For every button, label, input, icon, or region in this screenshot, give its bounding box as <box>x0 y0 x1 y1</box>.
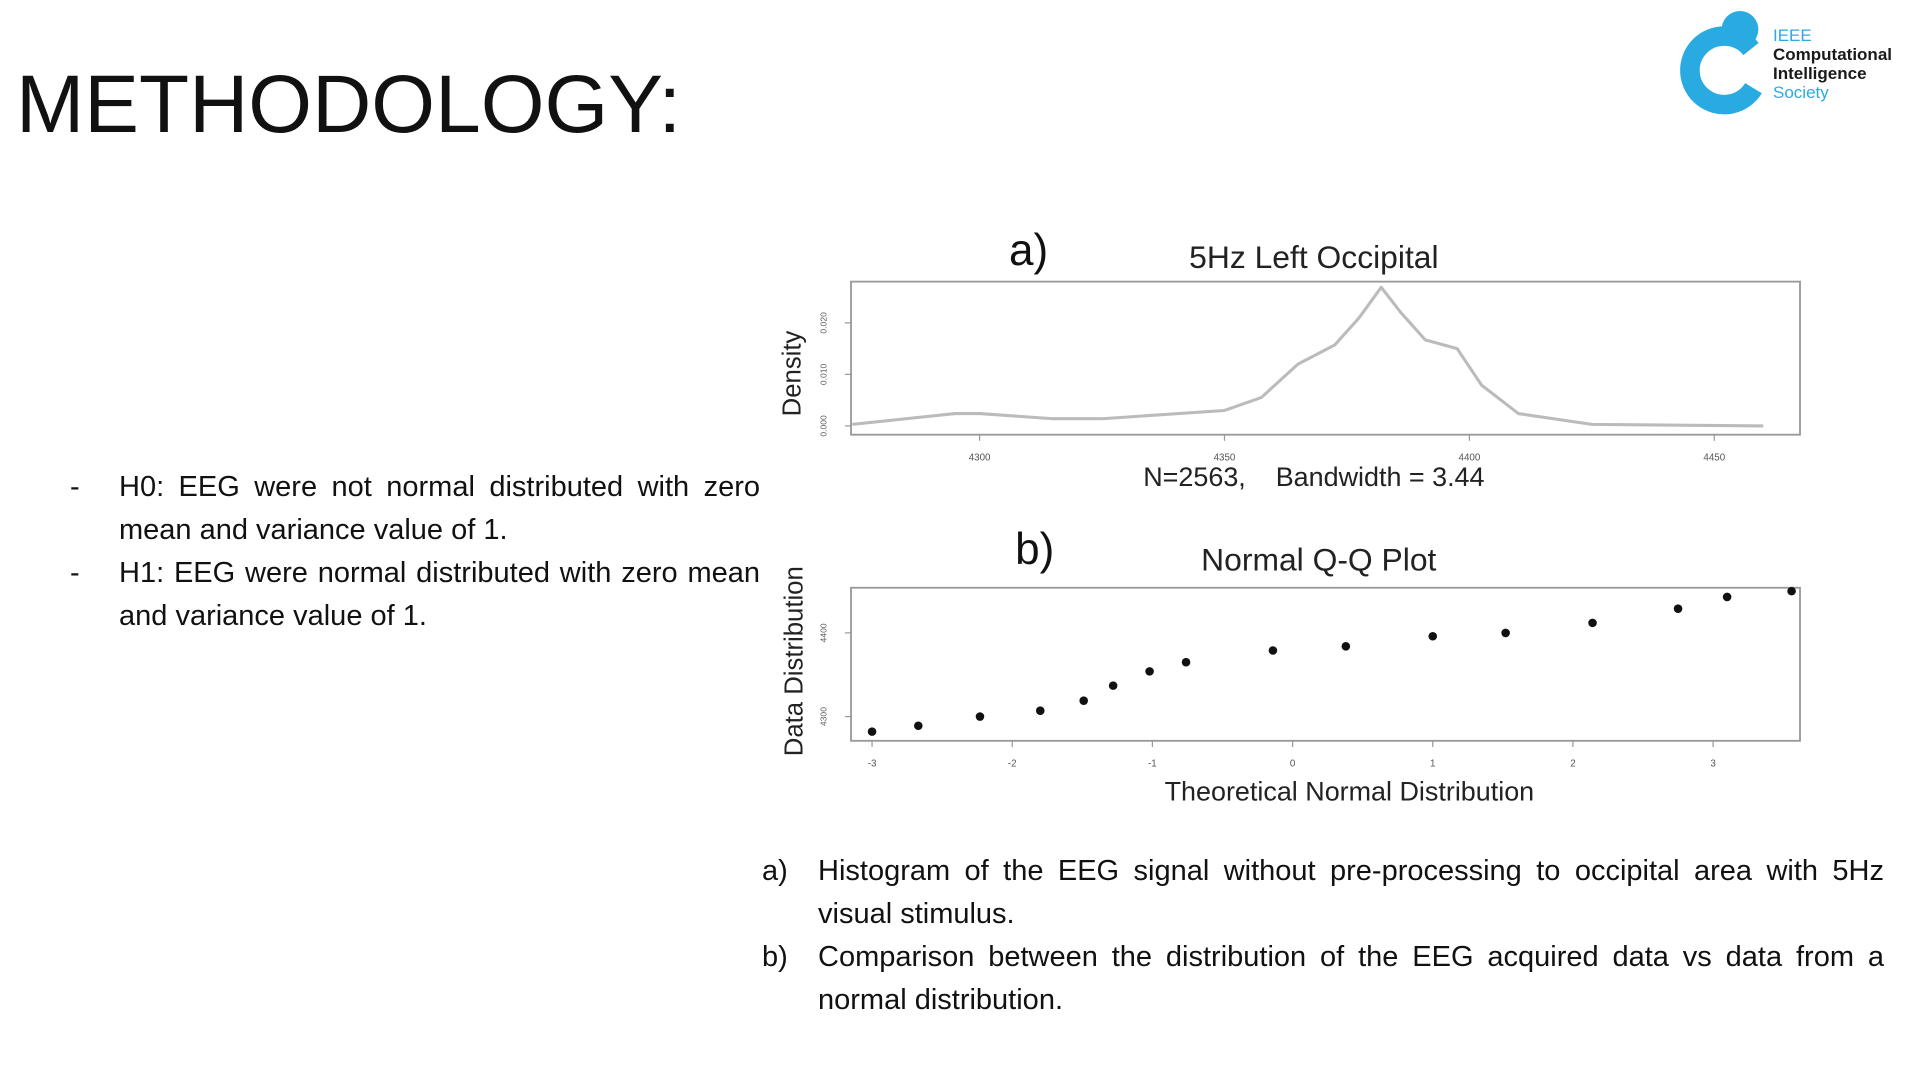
panel-label: a) <box>1009 226 1048 275</box>
caption-text: Comparison between the distribution of t… <box>818 941 1884 1016</box>
y-tick-label: 0.010 <box>818 363 828 385</box>
chart-title: 5Hz Left Occipital <box>1189 239 1438 275</box>
y-tick-label: 0.000 <box>818 415 828 437</box>
qq-point <box>1108 681 1118 690</box>
qq-point <box>1079 696 1088 705</box>
qq-point <box>1722 592 1732 602</box>
qq-point <box>1588 618 1597 628</box>
caption-marker: b) <box>762 941 788 973</box>
x-tick-label: 4300 <box>969 453 991 464</box>
density-line <box>852 285 1764 428</box>
x-axis-label: N=2563, Bandwidth = 3.44 <box>1143 462 1484 492</box>
qq-point <box>1428 631 1438 641</box>
plot-frame <box>850 586 1801 742</box>
qq-point <box>867 727 877 736</box>
logo-mark <box>1680 11 1762 115</box>
x-tick-label: 3 <box>1710 759 1716 770</box>
y-axis-label: Density <box>778 330 806 416</box>
caption-marker: a) <box>762 855 788 887</box>
plot-frame <box>850 280 1801 436</box>
qq-point <box>1181 657 1191 667</box>
logo-text: IEEE <box>1773 26 1812 45</box>
x-tick-label: 4450 <box>1703 453 1725 464</box>
x-axis-label: Theoretical Normal Distribution <box>1165 777 1535 807</box>
x-tick-label: -1 <box>1148 759 1157 770</box>
qq-point <box>1673 604 1683 613</box>
x-tick-label: 2 <box>1570 759 1575 770</box>
y-tick-label: 0.020 <box>818 312 828 334</box>
bullet-marker: - <box>70 471 80 503</box>
caption-text: Histogram of the EEG signal without pre-… <box>818 855 1884 930</box>
x-tick-label: 4350 <box>1214 453 1236 464</box>
y-axis-label: Data Distribution <box>781 566 809 756</box>
caption: a) Histogram of the EEG signal without p… <box>762 850 1884 936</box>
x-tick-label: -3 <box>868 759 877 770</box>
qq-point <box>914 721 923 731</box>
bullet-marker: - <box>70 557 80 589</box>
qq-point <box>1787 586 1796 596</box>
x-tick-label: 4400 <box>1459 453 1481 464</box>
bullet-text: H0: EEG were not normal distributed with… <box>119 471 760 546</box>
logo-text: Intelligence <box>1773 64 1867 83</box>
qq-point <box>975 712 985 721</box>
x-tick-label: 0 <box>1290 759 1296 770</box>
panel-label: b) <box>1015 525 1054 574</box>
caption: b) Comparison between the distribution o… <box>762 936 1884 1022</box>
x-tick-label: -2 <box>1008 759 1017 770</box>
qq-point <box>1145 667 1154 676</box>
qq-point <box>1268 646 1278 655</box>
x-tick-label: 1 <box>1430 759 1435 770</box>
slide-title: METHODOLOGY: <box>16 59 682 150</box>
chart-title: Normal Q-Q Plot <box>1201 541 1436 577</box>
bullet: - H1: EEG were normal distributed with z… <box>70 552 760 638</box>
bullet: - H0: EEG were not normal distributed wi… <box>70 466 760 552</box>
qq-point <box>1501 628 1510 638</box>
logo-text: Computational <box>1773 45 1892 64</box>
logo-dot <box>1721 11 1759 48</box>
bullet-text: H1: EEG were normal distributed with zer… <box>119 557 760 632</box>
logo-text: Society <box>1773 83 1829 102</box>
qq-point <box>1341 642 1351 651</box>
qq-point <box>1035 706 1045 715</box>
y-tick-label: 4300 <box>818 707 828 726</box>
y-tick-label: 4400 <box>818 623 828 642</box>
